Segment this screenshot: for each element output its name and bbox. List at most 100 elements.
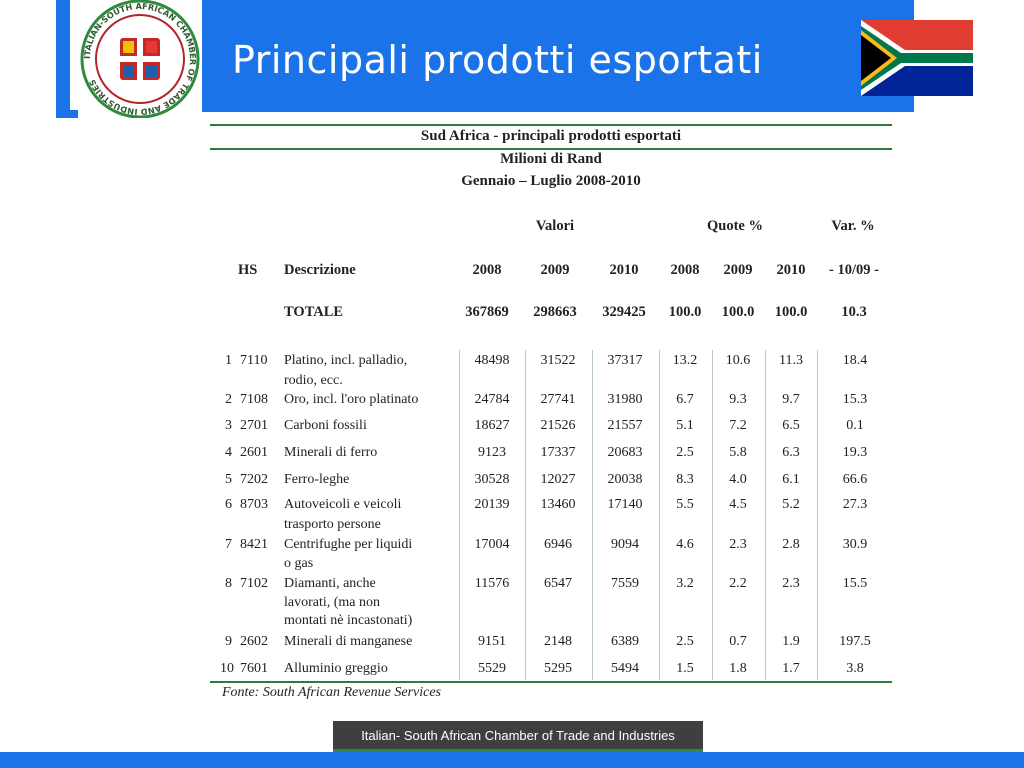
row-v2008: 30528 — [474, 472, 510, 487]
row-q2010: 6.3 — [782, 445, 800, 460]
row-q2009: 9.3 — [729, 392, 747, 407]
row-v2009: 13460 — [540, 497, 576, 512]
header-q2010: 2010 — [776, 262, 806, 278]
column-divider — [592, 350, 593, 680]
total-var: 10.3 — [841, 304, 867, 320]
table-subtitle-period: Gennaio – Luglio 2008-2010 — [461, 173, 641, 189]
column-divider — [712, 350, 713, 680]
row-desc: Platino, incl. palladio, — [284, 353, 408, 368]
row-q2009: 4.5 — [729, 497, 747, 512]
row-var: 30.9 — [842, 537, 868, 552]
row-v2009: 6946 — [544, 537, 572, 552]
row-q2009: 7.2 — [729, 418, 747, 433]
title-bar — [200, 0, 915, 112]
row-q2009: 5.8 — [729, 445, 747, 460]
row-var: 197.5 — [839, 634, 871, 649]
column-divider — [459, 350, 460, 680]
row-q2009: 2.3 — [729, 537, 747, 552]
row-desc-cont: o gas — [284, 556, 314, 571]
header-var-1009: - 10/09 - — [829, 262, 879, 278]
row-q2010: 5.2 — [782, 497, 800, 512]
row-v2008: 17004 — [474, 537, 510, 552]
row-q2008: 2.5 — [676, 445, 694, 460]
row-v2010: 5494 — [611, 661, 639, 676]
row-desc: Minerali di manganese — [284, 634, 413, 649]
row-desc-cont: lavorati, (ma non — [284, 595, 381, 610]
table-title: Sud Africa - principali prodotti esporta… — [420, 128, 682, 144]
row-rank: 4 — [225, 445, 232, 460]
total-q2010: 100.0 — [774, 304, 808, 320]
row-v2008: 24784 — [474, 392, 510, 407]
row-v2009: 27741 — [540, 392, 576, 407]
total-label: TOTALE — [284, 304, 344, 320]
row-rank: 5 — [225, 472, 232, 487]
row-desc: Oro, incl. l'oro platinato — [284, 392, 419, 407]
row-var: 27.3 — [842, 497, 868, 512]
row-q2010: 6.1 — [782, 472, 800, 487]
row-desc-cont: trasporto persone — [284, 517, 381, 532]
row-q2008: 13.2 — [672, 353, 698, 368]
row-hs: 7108 — [240, 392, 268, 407]
row-v2009: 12027 — [540, 472, 576, 487]
table-source: Fonte: South African Revenue Services — [222, 685, 441, 700]
row-hs: 8421 — [240, 537, 268, 552]
row-v2009: 17337 — [540, 445, 576, 460]
row-q2008: 6.7 — [676, 392, 694, 407]
row-v2010: 21557 — [607, 418, 643, 433]
row-rank: 10 — [220, 661, 234, 676]
row-q2010: 1.7 — [782, 661, 800, 676]
total-q2009: 100.0 — [721, 304, 755, 320]
row-desc: Diamanti, anche — [284, 576, 376, 591]
row-var: 15.3 — [842, 392, 868, 407]
row-v2008: 9151 — [478, 634, 506, 649]
top-rule — [210, 124, 892, 126]
row-v2008: 18627 — [474, 418, 510, 433]
row-rank: 2 — [225, 392, 232, 407]
row-q2008: 5.5 — [676, 497, 694, 512]
header-hs: HS — [238, 262, 258, 278]
row-desc: Centrifughe per liquidi — [284, 537, 413, 552]
row-var: 15.5 — [842, 576, 868, 591]
header-v2008: 2008 — [472, 262, 502, 278]
row-v2008: 11576 — [474, 576, 510, 591]
footer-banner: Italian- South African Chamber of Trade … — [333, 721, 703, 752]
row-hs: 2601 — [240, 445, 268, 460]
row-hs: 2701 — [240, 418, 268, 433]
row-v2008: 20139 — [474, 497, 510, 512]
row-rank: 3 — [225, 418, 232, 433]
row-q2008: 1.5 — [676, 661, 694, 676]
row-rank: 7 — [225, 537, 232, 552]
row-v2010: 20683 — [607, 445, 643, 460]
row-var: 19.3 — [842, 445, 868, 460]
row-q2008: 2.5 — [676, 634, 694, 649]
column-divider — [765, 350, 766, 680]
row-hs: 7202 — [240, 472, 268, 487]
row-q2008: 5.1 — [676, 418, 694, 433]
row-hs: 7601 — [240, 661, 268, 676]
row-v2008: 48498 — [474, 353, 510, 368]
row-v2009: 21526 — [540, 418, 576, 433]
bottom-rule — [210, 681, 892, 683]
row-desc: Minerali di ferro — [284, 445, 378, 460]
row-v2010: 37317 — [607, 353, 643, 368]
row-q2010: 1.9 — [782, 634, 800, 649]
row-v2010: 9094 — [611, 537, 639, 552]
bottom-accent-bar — [0, 752, 1024, 768]
title-rule — [210, 148, 892, 150]
total-q2008: 100.0 — [668, 304, 702, 320]
row-desc-cont: montati nè incastonati) — [284, 613, 413, 628]
row-desc: Autoveicoli e veicoli — [284, 497, 402, 512]
header-valori: Valori — [535, 218, 575, 234]
row-v2008: 9123 — [478, 445, 506, 460]
row-desc: Carboni fossili — [284, 418, 367, 433]
header-q2009: 2009 — [723, 262, 753, 278]
row-rank: 1 — [225, 353, 232, 368]
row-var: 3.8 — [846, 661, 864, 676]
header-var: Var. % — [831, 218, 875, 234]
row-v2010: 6389 — [611, 634, 639, 649]
export-table: Sud Africa - principali prodotti esporta… — [210, 118, 892, 708]
header-q2008: 2008 — [670, 262, 700, 278]
row-q2009: 4.0 — [729, 472, 747, 487]
row-q2010: 9.7 — [782, 392, 800, 407]
row-desc-cont: rodio, ecc. — [284, 373, 343, 388]
